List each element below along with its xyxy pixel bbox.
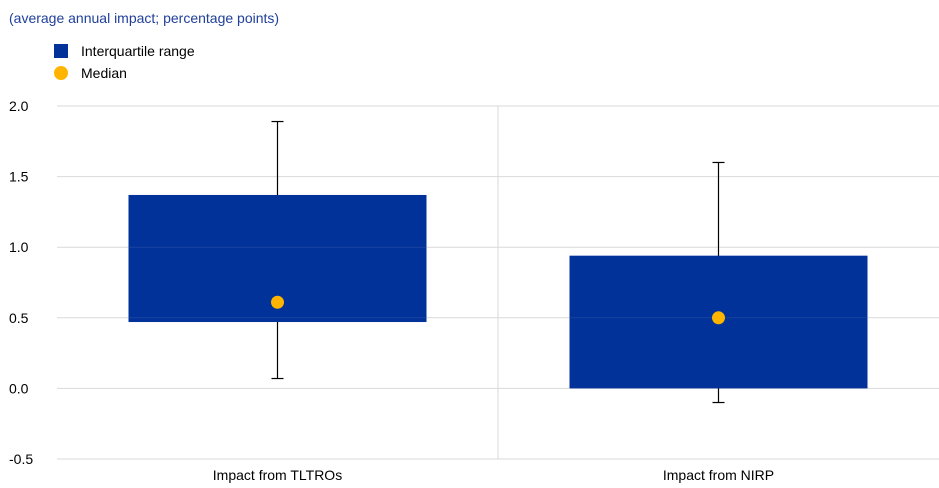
x-category-label: Impact from TLTROs bbox=[213, 467, 342, 483]
legend-item-interquartile-range: Interquartile range bbox=[54, 40, 195, 62]
legend: Interquartile range Median bbox=[54, 40, 195, 84]
legend-label: Interquartile range bbox=[81, 43, 195, 59]
x-category-label: Impact from NIRP bbox=[663, 467, 774, 483]
chart-subtitle: (average annual impact; percentage point… bbox=[9, 10, 280, 26]
y-tick-label: 1.5 bbox=[9, 169, 29, 185]
legend-label: Median bbox=[81, 65, 127, 81]
legend-swatch-square bbox=[54, 44, 68, 58]
y-tick-label: 1.0 bbox=[9, 239, 29, 255]
y-tick-label: 2.0 bbox=[9, 98, 29, 114]
y-tick-label: 0.5 bbox=[9, 310, 29, 326]
median-marker bbox=[712, 311, 725, 325]
legend-item-median: Median bbox=[54, 62, 195, 84]
y-tick-label: -0.5 bbox=[9, 451, 33, 467]
legend-swatch-circle bbox=[54, 66, 68, 80]
median-marker bbox=[271, 295, 284, 309]
y-tick-label: 0.0 bbox=[9, 380, 29, 396]
